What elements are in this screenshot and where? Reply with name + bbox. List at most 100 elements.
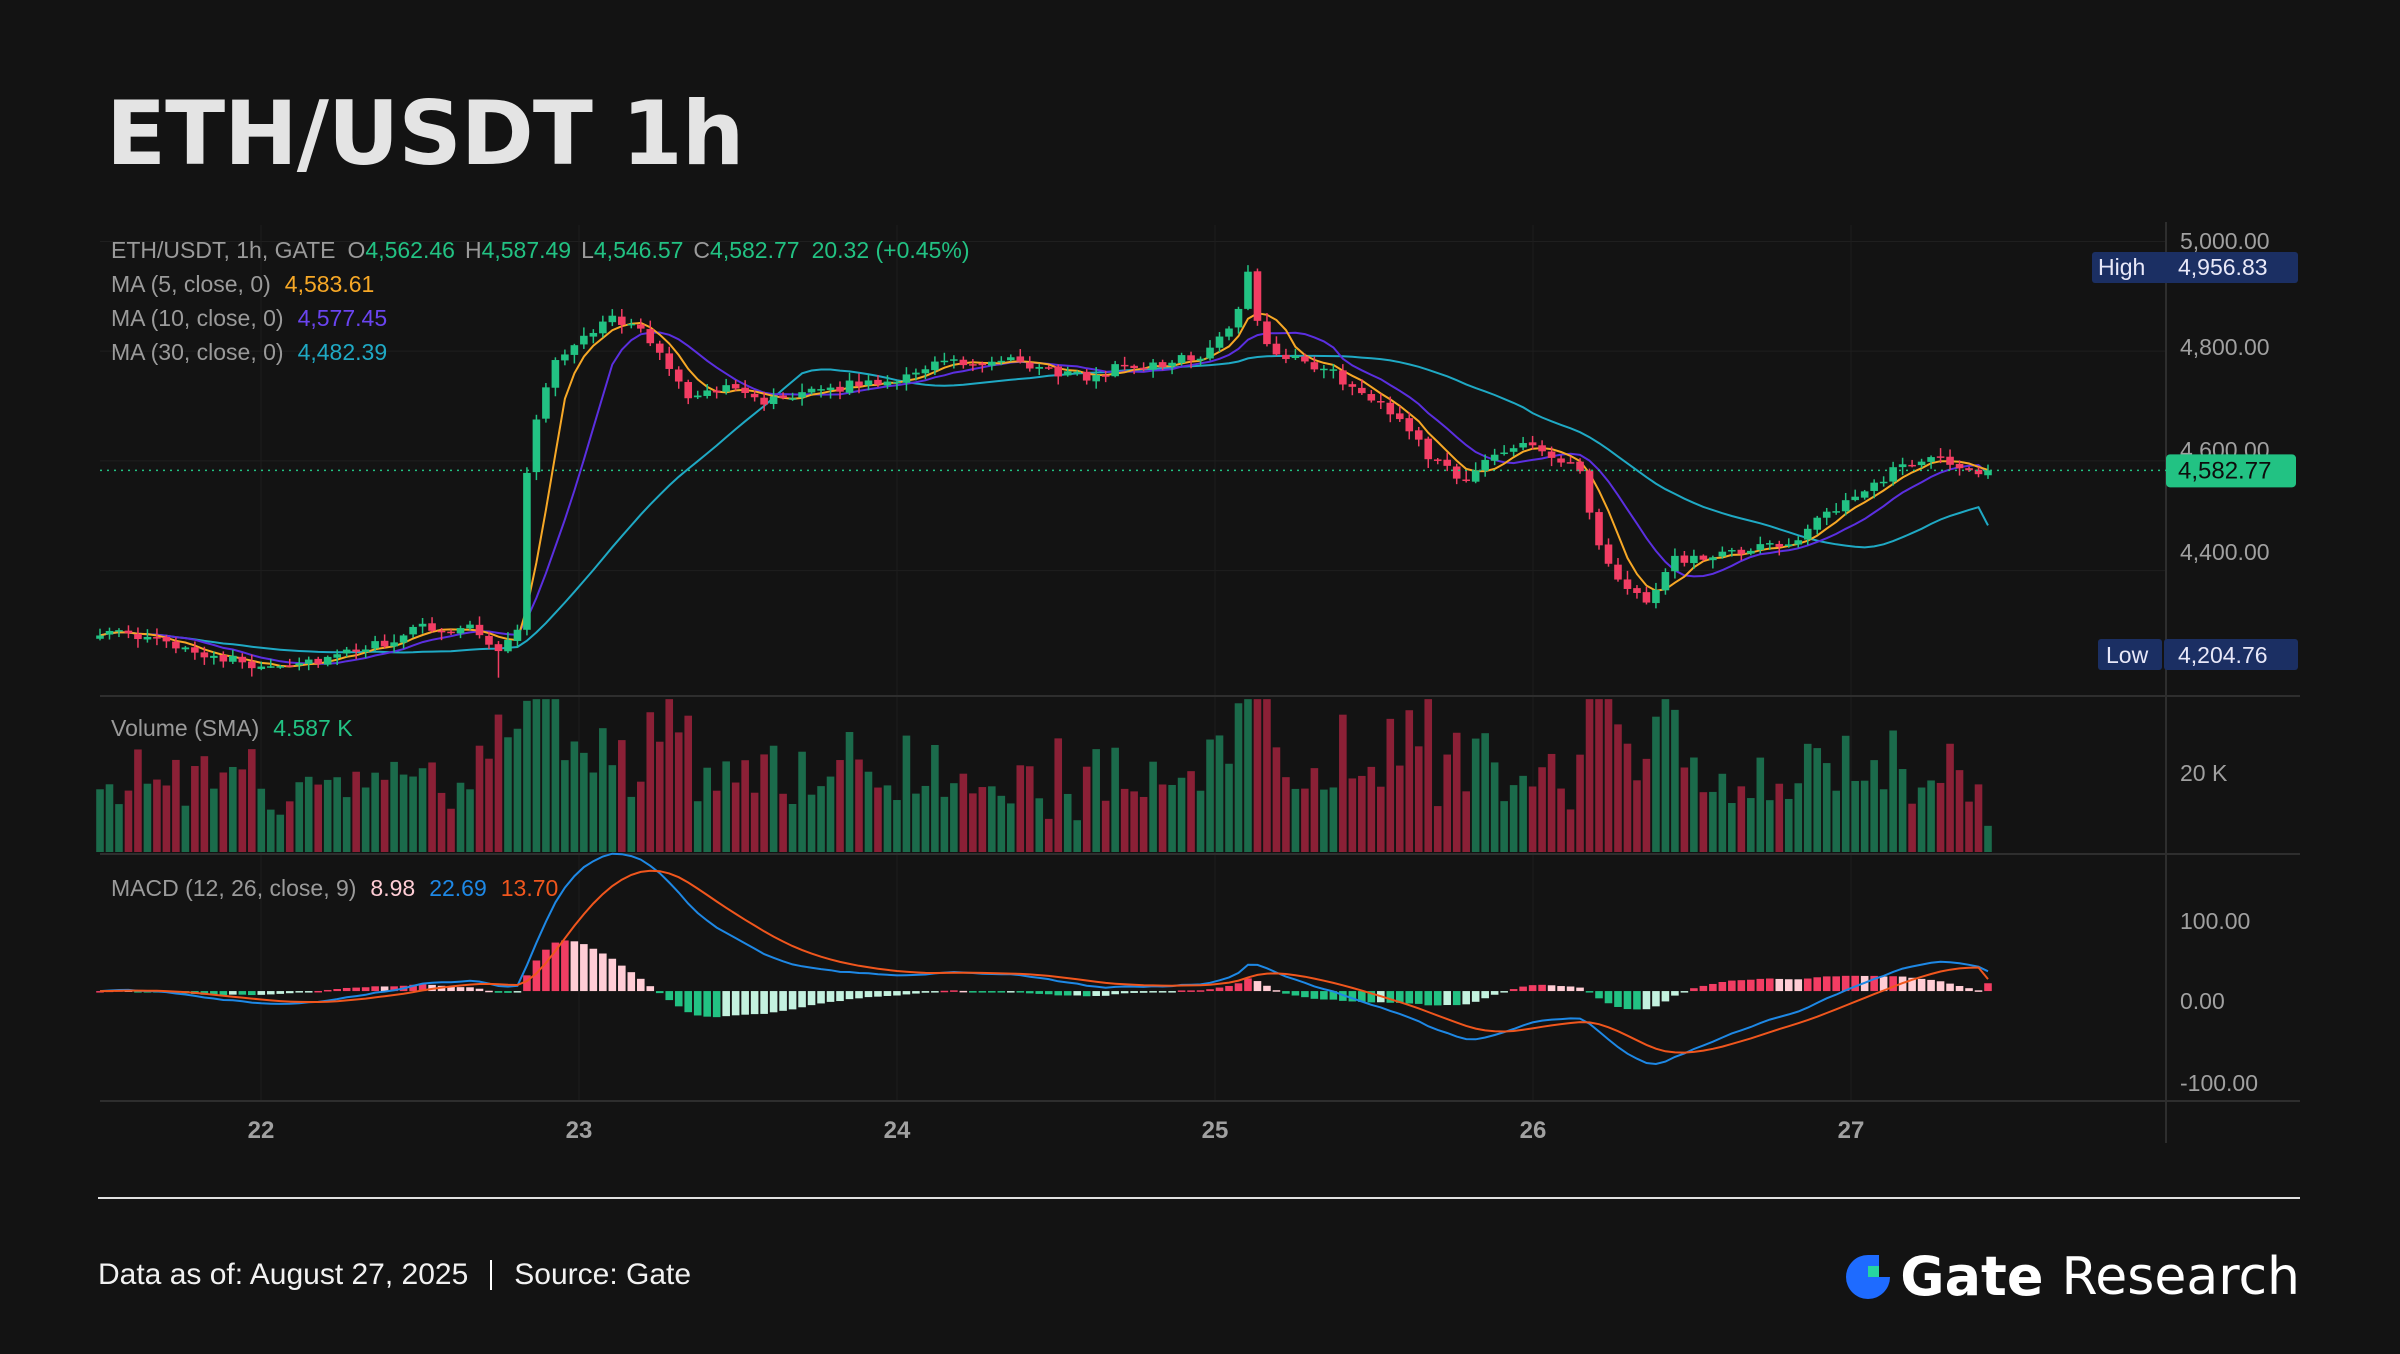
volume-bar xyxy=(855,759,863,852)
macd-histogram-bar xyxy=(1471,991,1480,1002)
candle-body xyxy=(684,382,693,399)
volume-bar xyxy=(1130,791,1138,852)
candle-body xyxy=(912,372,920,375)
macd-histogram-bar xyxy=(769,991,778,1013)
macd-histogram-bar xyxy=(1414,991,1423,1004)
macd-histogram-bar xyxy=(1822,976,1831,992)
page-title: ETH/USDT 1h xyxy=(106,82,744,185)
volume-bar xyxy=(1263,699,1271,852)
candle-body xyxy=(447,631,455,634)
candle-body xyxy=(1642,592,1651,603)
volume-bar xyxy=(1765,800,1774,852)
candle-body xyxy=(248,661,256,669)
volume-bar xyxy=(304,776,313,852)
candle-body xyxy=(380,640,389,647)
volume-bar xyxy=(1841,735,1850,852)
candle-body xyxy=(1035,366,1044,369)
candle-body xyxy=(1737,549,1746,555)
candle-body xyxy=(210,655,218,658)
volume-bar xyxy=(693,801,702,852)
volume-bar xyxy=(1775,783,1784,852)
legend-low-value: 4,546.57 xyxy=(594,237,684,263)
candle-body xyxy=(959,359,968,366)
volume-bar xyxy=(1917,787,1926,852)
volume-bar xyxy=(1642,758,1651,852)
macd-histogram-bar xyxy=(361,987,370,992)
macd-histogram-bar xyxy=(1519,986,1527,992)
volume-bar xyxy=(1898,769,1907,852)
volume-bar xyxy=(1424,699,1433,852)
candle-body xyxy=(437,630,446,633)
volume-bar xyxy=(712,790,721,852)
volume-bar xyxy=(1462,791,1470,852)
volume-bar xyxy=(1320,789,1328,852)
macd-histogram-bar xyxy=(1301,991,1309,998)
candle-body xyxy=(788,398,797,400)
candle-body xyxy=(1092,375,1100,382)
x-tick-label: 23 xyxy=(566,1117,593,1144)
macd-histogram-bar xyxy=(96,991,104,993)
candle-body xyxy=(333,654,341,658)
candle-body xyxy=(608,315,617,323)
candle-body xyxy=(191,647,199,653)
candle-body xyxy=(276,666,285,668)
volume-bar xyxy=(1576,754,1584,852)
macd-histogram-bar xyxy=(1528,985,1537,992)
candle-body xyxy=(1803,528,1812,540)
candle-body xyxy=(599,321,607,334)
volume-bar xyxy=(1737,786,1746,852)
candle-body xyxy=(561,354,569,361)
candle-body xyxy=(134,633,142,640)
macd-histogram-bar xyxy=(618,965,626,992)
volume-bar xyxy=(997,795,1006,852)
candle-body xyxy=(1386,402,1395,415)
candle-body xyxy=(399,635,408,643)
volume-bar xyxy=(210,788,218,852)
volume-bar xyxy=(845,732,854,852)
candle-body xyxy=(475,624,484,636)
macd-histogram-bar xyxy=(703,991,711,1017)
volume-bar xyxy=(314,784,323,852)
candle-body xyxy=(494,644,503,652)
volume-bar xyxy=(636,781,645,852)
macd-histogram-bar xyxy=(1443,991,1452,1006)
volume-bar xyxy=(1936,782,1945,852)
macd-histogram-bar xyxy=(1936,981,1945,992)
macd-histogram-bar xyxy=(1661,991,1670,1002)
macd-histogram-bar xyxy=(1253,981,1262,992)
volume-bar xyxy=(1794,783,1803,852)
candle-body xyxy=(940,360,949,363)
volume-bar xyxy=(1358,775,1366,852)
candle-body xyxy=(418,623,427,627)
volume-bar xyxy=(285,801,294,852)
candle-body xyxy=(181,647,190,650)
candle-body xyxy=(1756,544,1765,550)
volume-bar xyxy=(1528,786,1537,852)
macd-histogram-bar xyxy=(760,991,768,1014)
candle-body xyxy=(1860,491,1869,498)
footer-divider xyxy=(98,1197,2300,1199)
volume-bar xyxy=(570,741,579,852)
volume-bar xyxy=(1177,777,1186,852)
legend-macd-hist: 8.98 xyxy=(370,875,415,901)
volume-bar xyxy=(1339,714,1347,852)
volume-bar xyxy=(1272,747,1281,852)
volume-bar xyxy=(1623,743,1632,852)
macd-histogram-bar xyxy=(504,991,512,993)
macd-histogram-bar xyxy=(599,953,607,992)
volume-bar xyxy=(674,732,683,852)
macd-histogram-bar xyxy=(712,991,721,1018)
macd-histogram-bar xyxy=(1006,991,1015,993)
volume-bar xyxy=(352,771,360,852)
candle-body xyxy=(893,381,901,384)
macd-histogram-bar xyxy=(1082,991,1091,997)
macd-histogram-bar xyxy=(485,990,493,993)
legend-volume-value: 4.587 K xyxy=(273,715,353,741)
macd-histogram-bar xyxy=(1803,978,1812,992)
candle-body xyxy=(589,332,598,337)
candle-body xyxy=(361,649,370,652)
candle-body xyxy=(769,396,778,405)
volume-bar xyxy=(485,758,493,852)
volume-bar xyxy=(722,761,730,852)
